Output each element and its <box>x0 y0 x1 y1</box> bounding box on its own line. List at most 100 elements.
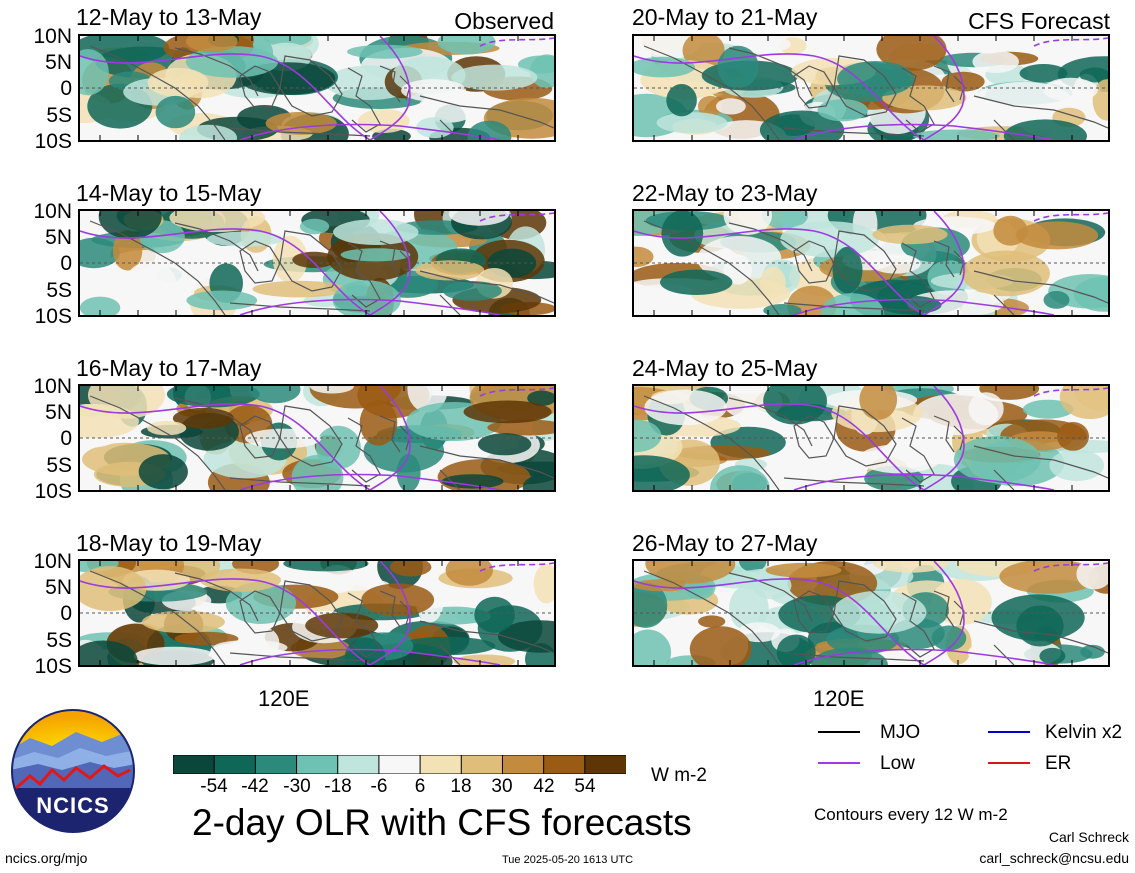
colorbar-swatch <box>254 754 298 775</box>
coastline <box>728 397 813 447</box>
coastline <box>993 469 1015 490</box>
olr-blob <box>1059 386 1108 419</box>
olr-blob <box>1043 291 1070 309</box>
colorbar-svg <box>172 754 628 775</box>
coastline <box>783 652 925 662</box>
lat-tick: 10N <box>33 200 72 223</box>
olr-field <box>634 211 1108 315</box>
olr-blob <box>155 95 196 129</box>
olr-blob <box>993 215 1028 246</box>
olr-blob <box>206 231 283 247</box>
olr-map-panel <box>632 34 1110 142</box>
olr-blob <box>272 235 308 283</box>
low-contour <box>634 403 925 490</box>
coastline <box>793 415 835 459</box>
olr-blob <box>765 562 842 578</box>
panel-title: 22-May to 23-May <box>632 180 818 206</box>
olr-map-panel <box>78 384 556 492</box>
lat-tick: 10N <box>33 550 72 573</box>
olr-map-panel <box>78 209 556 317</box>
olr-blob <box>1057 422 1089 451</box>
olr-blob <box>1043 77 1098 102</box>
low-contour <box>80 53 371 140</box>
olr-map-panel <box>632 209 1110 317</box>
olr-blob <box>820 293 884 315</box>
lat-tick: 0 <box>60 252 72 275</box>
olr-blob <box>763 386 827 425</box>
olr-blob <box>1080 644 1105 659</box>
olr-blob <box>870 253 921 274</box>
coastline <box>229 302 371 312</box>
coastline <box>174 47 259 97</box>
coastline <box>89 395 226 490</box>
low-contour <box>239 648 501 665</box>
legend-label-er: ER <box>1045 753 1072 774</box>
lat-tick: 5S <box>46 454 72 477</box>
coastline <box>229 652 371 662</box>
olr-blob <box>912 129 1000 140</box>
olr-blob <box>318 565 357 594</box>
coastline <box>229 127 371 137</box>
coastline <box>379 415 401 453</box>
olr-blob <box>445 561 493 586</box>
low-contour <box>369 386 411 490</box>
low-contour <box>793 123 1055 140</box>
olr-map-panel <box>78 559 556 667</box>
forecast-label: CFS Forecast <box>968 8 1110 34</box>
olr-blob <box>80 640 138 665</box>
olr-blob <box>972 50 1019 73</box>
olr-blob <box>147 420 187 436</box>
coastline <box>833 55 897 117</box>
olr-blob <box>776 634 816 665</box>
colorbar-swatch <box>419 754 463 775</box>
olr-blob <box>858 444 941 474</box>
olr-blob <box>448 211 510 226</box>
olr-blob <box>437 36 496 55</box>
olr-blob <box>872 561 950 573</box>
olr-blob <box>832 246 863 294</box>
coastline <box>239 590 281 634</box>
coastline <box>89 220 226 315</box>
lon-label: 120E <box>258 686 310 711</box>
olr-blob <box>172 407 234 429</box>
olr-blob <box>1079 67 1108 83</box>
panel-title: 16-May to 17-May <box>76 355 262 381</box>
olr-blob <box>174 631 239 646</box>
low-contour <box>80 228 371 315</box>
olr-blob <box>397 636 496 656</box>
coastline <box>728 47 813 97</box>
footer-timestamp: Tue 2025-05-20 1613 UTC <box>502 854 634 866</box>
colorbar-tick: -54 <box>200 776 228 797</box>
coastline <box>793 590 835 634</box>
olr-blob <box>1049 449 1104 482</box>
low-contour <box>239 473 501 490</box>
footer-author: Carl Schreck <box>1048 829 1129 845</box>
olr-map-panel <box>632 559 1110 667</box>
low-contour <box>923 386 965 490</box>
lat-tick: 5N <box>45 401 72 424</box>
colorbar-ticks: -54 -42 -30 -18 -6 6 18 30 42 54 <box>173 777 626 799</box>
low-contour <box>369 561 411 665</box>
colorbar-tick: 54 <box>574 776 596 797</box>
olr-blob <box>141 610 225 634</box>
olr-blob <box>761 211 809 229</box>
low-contour <box>80 578 371 665</box>
olr-blob <box>185 46 279 78</box>
coastline <box>643 395 780 490</box>
low-contour <box>80 403 371 490</box>
footer-email: carl_schreck@ncsu.edu <box>979 850 1129 866</box>
coastline <box>419 445 554 479</box>
olr-blob <box>453 654 516 665</box>
colorbar-swatch <box>584 754 628 775</box>
colorbar-swatch <box>213 754 257 775</box>
coastline <box>279 405 343 467</box>
colorbar-tick: 6 <box>414 776 426 797</box>
observed-label: Observed <box>454 8 554 34</box>
coastline <box>174 222 259 272</box>
coastline <box>933 65 955 103</box>
colorbar <box>172 754 628 775</box>
lat-tick: 10S <box>34 305 72 328</box>
olr-blob <box>358 109 410 133</box>
olr-blob <box>396 454 421 490</box>
legend-label-low: Low <box>880 753 915 774</box>
